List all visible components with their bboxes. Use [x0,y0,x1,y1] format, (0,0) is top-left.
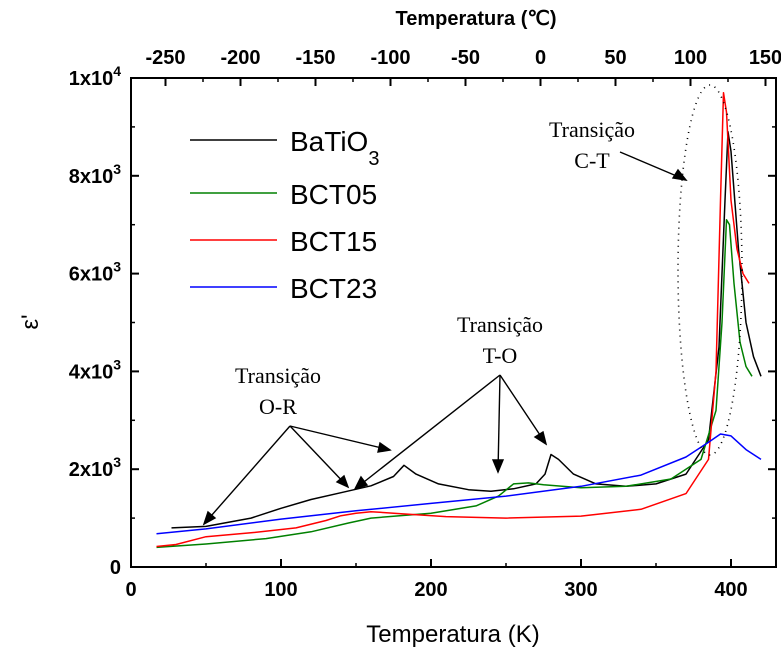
arrow-to-1-head [353,475,369,491]
arrow-or-3-head [377,441,392,453]
arrow-or-3 [289,425,391,451]
legend-label-batio3: BaTiO3 [290,126,379,170]
y-tick-label: 2x103 [69,454,122,481]
annotation-to: Transição T-O [457,312,543,368]
x2-tick-label: -50 [451,47,480,69]
arrow-to-2 [497,374,501,473]
y-tick-label: 1x104 [69,63,122,90]
annotation-to-line2: T-O [483,343,518,368]
y-tick-label: 8x103 [69,161,122,188]
arrow-to-3 [499,374,547,445]
legend: BaTiO3 BCT05 BCT15 BCT23 [190,126,379,304]
x-tick-label: 400 [714,579,747,601]
x2-tick-label: 150 [749,47,781,69]
annotation-or: Transição O-R [235,363,321,419]
y-tick-label: 0 [110,557,121,579]
legend-label-bct05: BCT05 [290,179,377,210]
series-line-2 [156,91,750,548]
ct-transition-ellipse [677,84,743,456]
x2-tick-label: -100 [370,47,410,69]
x-tick-label: 0 [125,579,136,601]
x-tick-label: 200 [414,579,447,601]
annotation-or-line2: O-R [259,394,297,419]
arrow-or-2-head [335,474,350,489]
annotation-to-line1: Transição [457,312,543,337]
plot-frame [130,77,777,568]
annotation-arrows [202,151,688,526]
legend-label-bct15: BCT15 [290,226,377,257]
arrow-or-2 [289,425,349,488]
x2-tick-label: -150 [295,47,335,69]
x2-tick-label: 50 [604,47,626,69]
y-tick-label: 4x103 [69,356,122,383]
arrow-or-1 [203,425,291,525]
x-tick-label: 100 [264,579,297,601]
annotation-ct: Transição C-T [549,117,635,173]
arrow-to-1 [354,374,501,490]
x-tick-label: 300 [564,579,597,601]
x-axis-title: Temperatura (K) [366,621,539,648]
arrow-ct-head [671,168,688,181]
y-axis-title: ε' [17,314,44,329]
annotation-ct-line1: Transição [549,117,635,142]
x2-tick-label: 100 [674,47,707,69]
x2-axis-title: Temperatura (℃) [395,8,556,30]
annotation-or-line1: Transição [235,363,321,388]
series-line-1 [156,219,753,549]
arrow-to-3-head [533,430,548,446]
arrow-or-1-head [202,510,217,526]
legend-label-bct23: BCT23 [290,273,377,304]
y-tick-label: 6x103 [69,259,122,286]
x2-tick-label: 0 [535,47,546,69]
x2-tick-label: -200 [220,47,260,69]
annotation-ct-line2: C-T [574,148,610,173]
x2-tick-label: -250 [145,47,185,69]
series-line-3 [156,433,762,535]
arrow-to-2-head [491,459,505,474]
